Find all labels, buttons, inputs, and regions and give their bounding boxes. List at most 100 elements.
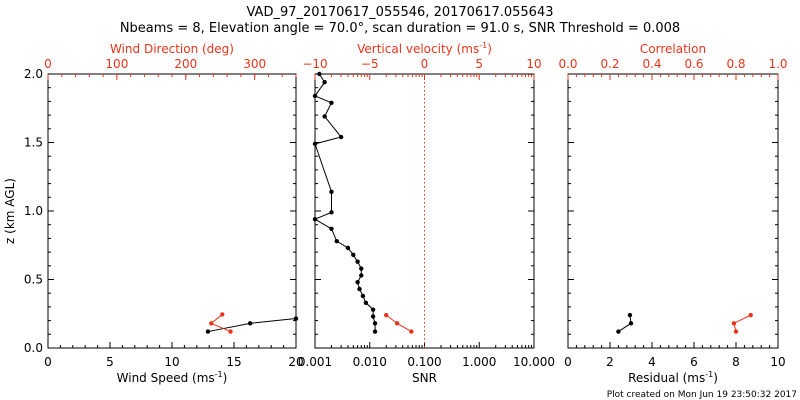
- bottom-axis-title: SNR: [412, 371, 437, 385]
- top-tick-label: 0.8: [726, 57, 745, 71]
- data-point-bottom: [345, 245, 351, 251]
- top-tick-label: 0.0: [558, 57, 577, 71]
- bottom-tick-label: 0.010: [353, 355, 387, 369]
- top-tick-label: 0: [421, 57, 429, 71]
- data-point-bottom: [329, 100, 334, 105]
- series-line-bottom: [313, 73, 376, 332]
- y-tick-label: 1.0: [24, 204, 43, 218]
- top-axis-title: Wind Direction (deg): [110, 42, 234, 56]
- top-axis-title-main: Correlation: [640, 42, 706, 56]
- data-point-bottom: [329, 226, 334, 232]
- bottom-axis-title-end: ): [713, 371, 718, 385]
- bottom-tick-label: 8: [732, 355, 740, 369]
- data-point-bottom: [351, 252, 356, 258]
- top-axis-title-main: Wind Direction (deg): [110, 42, 234, 56]
- bottom-tick-label: 2: [606, 355, 614, 369]
- data-point-top: [733, 329, 739, 334]
- data-point-bottom: [360, 293, 366, 299]
- footer-text: Plot created on Mon Jun 19 23:50:32 2017: [607, 390, 797, 400]
- data-point-bottom: [322, 80, 327, 85]
- data-point-top: [731, 321, 737, 326]
- data-point-bottom: [329, 210, 334, 215]
- data-point-bottom: [357, 286, 362, 292]
- data-point-bottom: [628, 321, 634, 326]
- data-point-top: [220, 312, 225, 317]
- top-axis-title-sup: -1: [479, 41, 487, 50]
- top-tick-label: 200: [174, 57, 197, 71]
- data-point-top: [228, 329, 233, 334]
- bottom-axis-title-main: SNR: [412, 371, 437, 385]
- panel-right: 0 2 4 6 8 10 Residual (ms-1) 0.0 0.2 0.4 0.6 0.8 1.0…: [558, 42, 787, 385]
- y-axis-title: z (km AGL): [3, 178, 17, 244]
- data-point-bottom: [355, 259, 360, 264]
- data-point-bottom: [616, 329, 621, 334]
- top-tick-label: −10: [302, 57, 327, 71]
- bottom-tick-label: 0.001: [298, 355, 332, 369]
- bottom-tick-label: 15: [226, 355, 241, 369]
- data-point-bottom: [359, 273, 364, 278]
- top-tick-label: 1.0: [768, 57, 787, 71]
- y-tick-label: 0.5: [24, 273, 43, 287]
- data-point-bottom: [293, 316, 299, 321]
- y-tick-label: 1.5: [24, 136, 43, 150]
- data-point-bottom: [370, 307, 376, 312]
- series-line-top: [733, 314, 751, 332]
- top-tick-label: 0: [44, 57, 52, 71]
- data-point-top: [409, 329, 414, 334]
- bottom-tick-label: 1.000: [462, 355, 496, 369]
- data-point-bottom: [338, 134, 344, 140]
- bottom-tick-label: 10: [770, 355, 785, 369]
- plot-frame: [47, 73, 297, 349]
- data-point-bottom: [322, 114, 327, 119]
- bottom-axis-title-sup: -1: [705, 370, 713, 379]
- bottom-tick-label: 0: [44, 355, 52, 369]
- data-point-bottom: [627, 312, 633, 318]
- data-point-bottom: [317, 71, 322, 77]
- top-tick-label: 0.2: [600, 57, 619, 71]
- top-axis-title-end: ): [487, 42, 492, 56]
- series-line-bottom: [207, 318, 297, 333]
- top-tick-label: 10: [526, 57, 541, 71]
- data-point-bottom: [312, 217, 318, 222]
- bottom-axis-title-main: Residual (ms: [628, 371, 705, 385]
- top-tick-label: 100: [105, 57, 128, 71]
- bottom-axis-title-main: Wind Speed (ms: [117, 371, 215, 385]
- bottom-axis-title-end: ): [223, 371, 228, 385]
- bottom-tick-label: 10.000: [513, 355, 555, 369]
- top-tick-label: 0.6: [684, 57, 703, 71]
- title-line-2: Nbeams = 8, Elevation angle = 70.0°, sca…: [120, 21, 680, 36]
- plot-frame: [567, 73, 779, 349]
- data-point-top: [748, 312, 753, 318]
- bottom-tick-label: 20: [288, 355, 303, 369]
- data-point-bottom: [329, 189, 334, 195]
- data-point-top: [383, 312, 389, 318]
- top-tick-label: 0.4: [642, 57, 661, 71]
- data-point-bottom: [370, 314, 376, 319]
- top-tick-label: 5: [475, 57, 483, 71]
- panel-middle: 0.001 0.010 0.100 1.000 10.000 SNR −10 −5 0 5 10 Ve…: [298, 41, 555, 385]
- bottom-tick-label: 4: [648, 355, 656, 369]
- data-point-bottom: [372, 321, 378, 326]
- y-tick-label: 0.0: [24, 341, 43, 355]
- data-point-bottom: [312, 93, 318, 99]
- bottom-tick-label: 0.100: [407, 355, 441, 369]
- top-tick-label: 300: [243, 57, 266, 71]
- bottom-tick-label: 5: [106, 355, 114, 369]
- bottom-axis-title: Residual (ms-1): [628, 370, 718, 385]
- top-axis-title-main: Vertical velocity (ms: [357, 42, 479, 56]
- data-point-bottom: [312, 141, 318, 147]
- data-point-bottom: [247, 321, 253, 326]
- panel-left: 0 5 10 15 20 Wind Speed (ms-1) 0 100 200 300 Wind …: [3, 42, 304, 385]
- bottom-axis-title: Wind Speed (ms-1): [117, 370, 228, 385]
- top-axis-title: Correlation: [640, 42, 706, 56]
- bottom-tick-label: 10: [164, 355, 179, 369]
- data-point-bottom: [205, 329, 211, 334]
- top-tick-label: −5: [361, 57, 379, 71]
- data-point-top: [209, 321, 214, 326]
- y-tick-label: 2.0: [24, 67, 43, 81]
- data-point-bottom: [355, 280, 360, 285]
- data-point-bottom: [372, 329, 378, 334]
- title-line-1: VAD_97_20170617_055546, 20170617.055643: [247, 5, 554, 20]
